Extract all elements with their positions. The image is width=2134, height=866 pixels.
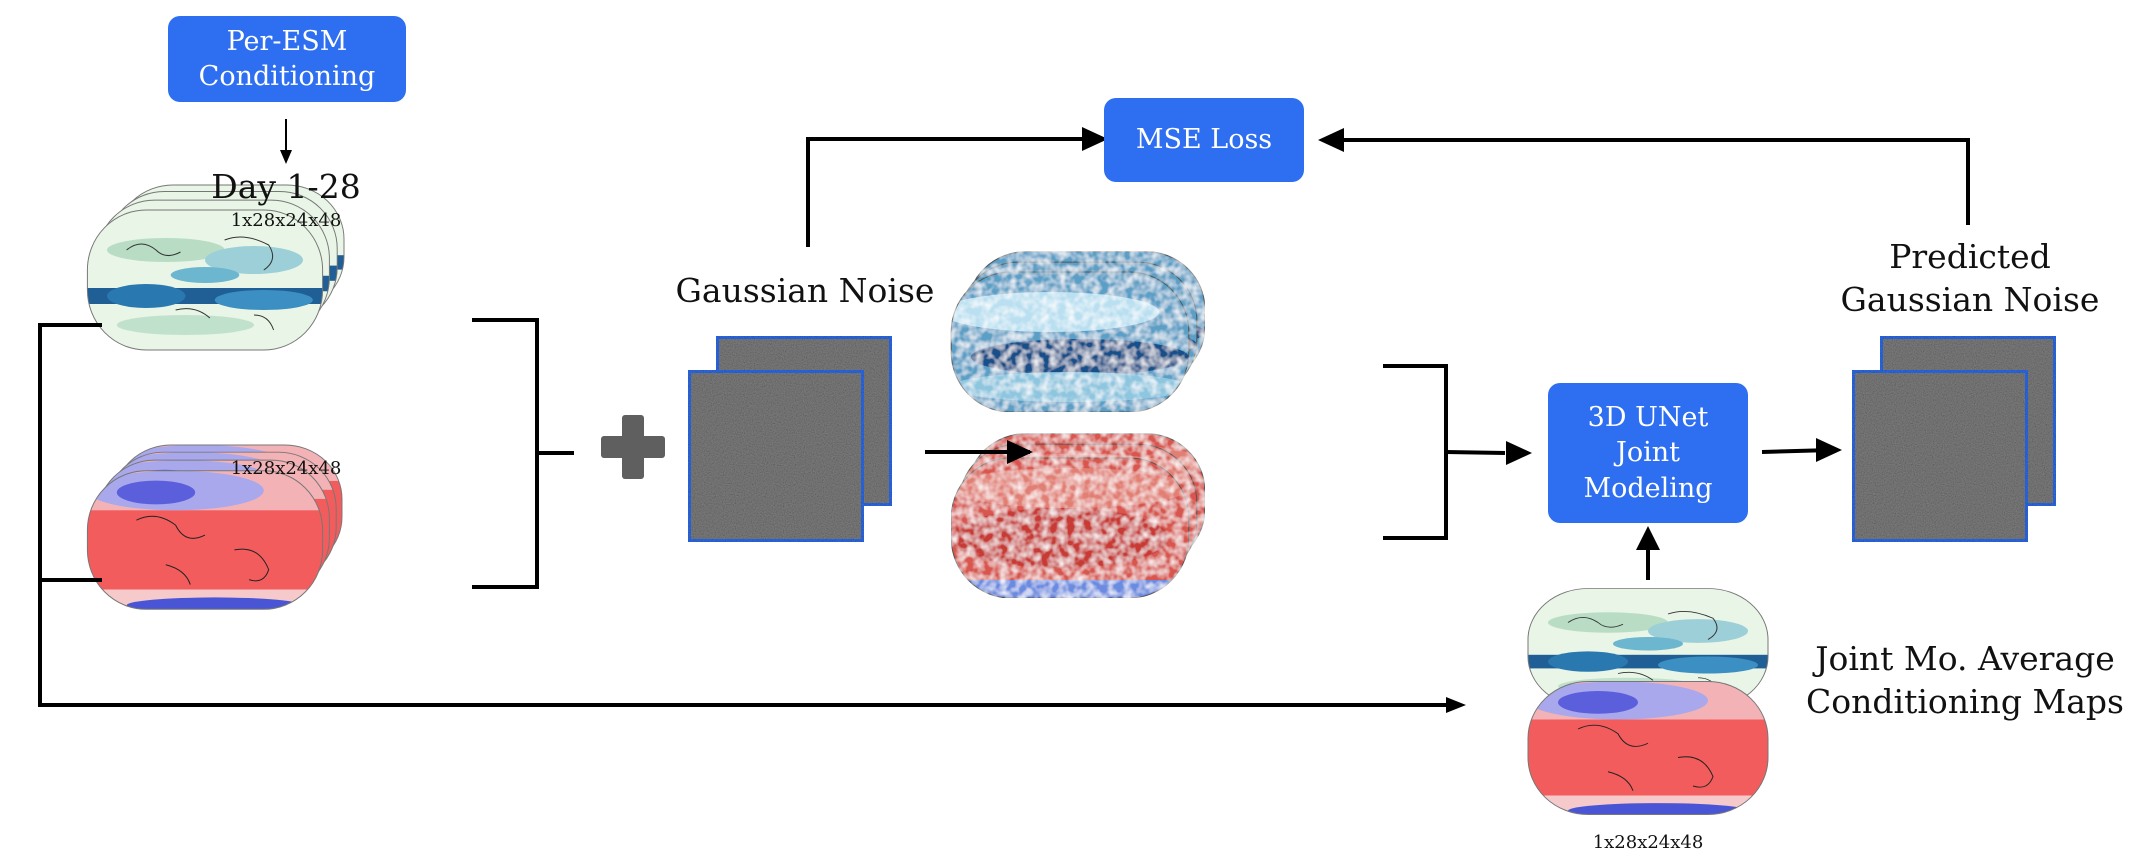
arrowheads	[280, 127, 1842, 713]
conditioning-maps-stack	[1528, 589, 1768, 819]
mse-loss-label: MSE Loss	[1135, 124, 1273, 156]
per-esm-conditioning-box: Per-ESM Conditioning	[168, 16, 406, 102]
unet-label: 3D UNet Joint Modeling	[1583, 402, 1713, 504]
conditioning-shape-label: 1x28x24x48	[1592, 832, 1704, 853]
predicted-noise-squares	[1849, 333, 2059, 545]
noisy-temp-stack	[951, 434, 1205, 599]
gaussian-noise-squares	[685, 333, 895, 545]
day-range-label: Day 1-28	[211, 167, 361, 206]
per-esm-conditioning-label: Per-ESM Conditioning	[198, 25, 376, 92]
precip-input-shape-label: 1x28x24x48	[230, 210, 342, 231]
gaussian-noise-label: Gaussian Noise	[675, 271, 935, 310]
unet-box: 3D UNet Joint Modeling	[1548, 383, 1748, 523]
noisy-precip-stack	[941, 252, 1205, 413]
predicted-noise-label: Predicted Gaussian Noise	[1840, 237, 2100, 319]
joint-conditioning-label: Joint Mo. Average Conditioning Maps	[1806, 639, 2124, 721]
plus-icon	[601, 415, 665, 479]
temp-input-shape-label: 1x28x24x48	[230, 458, 342, 479]
mse-loss-box: MSE Loss	[1104, 98, 1304, 182]
